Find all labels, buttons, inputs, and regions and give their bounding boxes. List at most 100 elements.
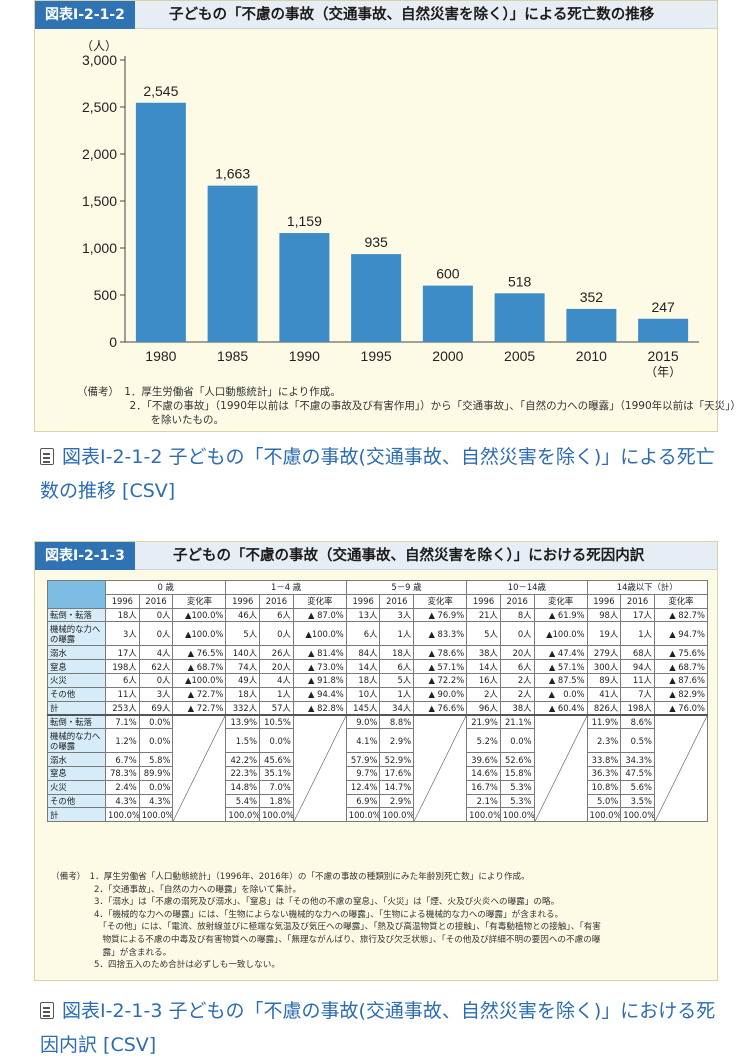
data-label: 2,545 [143,83,178,99]
column-subheader: 変化率 [533,593,588,609]
note-line: 物質による不慮の中毒及び有害物質への曝露」、「無理ながんばり、旅行及び欠乏状態」… [51,934,601,945]
table-cell: 78.3% [105,765,140,781]
table-cell: 20人 [259,659,294,674]
table-cell: ▲100.0% [292,621,347,647]
table-cell: ▲ 76.6% [413,700,468,716]
table-cell: 41人 [586,686,622,702]
table-cell: ▲ 78.6% [413,645,468,661]
table-cell: ▲ 68.7% [653,659,708,674]
row-label: 窒息 [47,765,106,781]
table-cell: 6人 [105,672,140,688]
table-cell: 14.6% [466,765,501,781]
table-cell: 26人 [259,645,294,661]
table-cell: 18人 [105,607,140,623]
diagonal-line [414,716,466,821]
table-cell: ▲ 57.1% [413,659,468,674]
bar-chart: 0 500 1,000 1,500 2,000 2,500 3,000（人） 2,545 198… [81,39,699,379]
table-cell: 89人 [586,672,622,688]
table-cell: 9.7% [345,765,381,781]
empty-change-cell [413,713,468,823]
table-cell: 62人 [138,659,174,674]
table-cell: 8.8% [379,713,415,730]
table-cell: 4人 [259,672,294,688]
x-axis-unit: （年） [645,365,681,379]
figure-header: 図表Ⅰ-2-1-3 子どもの「不慮の事故（交通事故、自然災害を除く）」における死… [35,542,717,570]
table-cell: 13.9% [225,713,261,730]
column-subheader: 2016 [620,593,655,609]
table-cell: 16.7% [466,779,501,795]
table-cell: 10.8% [586,779,622,795]
data-label: 518 [508,273,532,289]
figure-title: 子どもの「不慮の事故（交通事故、自然災害を除く）」による死亡数の推移 [169,7,655,23]
table-cell: 2人 [499,686,535,702]
diagonal-line [294,716,346,821]
table-cell: 3人 [138,686,174,702]
table-cell: 0.0% [138,728,174,754]
bar [422,285,473,342]
table-cell: 6人 [345,621,381,647]
figure-note: （備考） 1．厚生労働省「人口動態統計」により作成。 [77,386,341,398]
table-cell: 74人 [225,659,261,674]
table-cell: 100.0% [620,807,655,823]
bar [351,254,402,342]
column-subheader: 2016 [379,593,415,609]
table-cell: 52.9% [379,752,415,767]
table-cell: 35.1% [259,765,294,781]
table-cell: 52.6% [499,752,535,767]
table-cell: 1人 [620,621,655,647]
table-row: 火災 2.4% 0.0% 14.8% 7.0% 12.4% 14.7% 16.7% 5.3% 10… [47,779,708,795]
table-cell: 0人 [138,672,174,688]
table-cell: 198人 [105,659,140,674]
table-cell: ▲ 76.9% [413,607,468,623]
table-cell: ▲ 87.0% [292,607,347,623]
table-cell: 16人 [466,672,501,688]
table-row: 転倒・転落 18人 0人 ▲100.0% 46人 6人 ▲ 87.0% 13人 3人 ▲ 76.9… [47,607,708,623]
bar [638,318,689,342]
age-group-header: 0 歳 [104,580,227,595]
table-cell: 4.3% [105,793,140,809]
csv-link-text[interactable]: 図表Ⅰ-2-1-3 子どもの「不慮の事故(交通事故、自然災害を除く)」における死… [40,1000,716,1056]
age-group-header: 10－14歳 [466,580,588,595]
csv-link-figure1[interactable]: 図表Ⅰ-2-1-2 子どもの「不慮の事故(交通事故、自然災害を除く)」による死亡… [40,440,730,508]
figure-badge: 図表Ⅰ-2-1-3 [35,542,135,570]
table-cell: 7.0% [259,779,294,795]
table-cell: ▲ 82.9% [653,686,708,702]
figure-cause-breakdown: 図表Ⅰ-2-1-3 子どもの「不慮の事故（交通事故、自然災害を除く）」における死… [34,541,718,981]
table-cell: 14.8% [225,779,261,795]
table-cell: 1人 [379,686,415,702]
y-tick-label: 1,000 [82,240,117,256]
table-cell: 34人 [379,700,415,716]
table-cell: 145人 [345,700,381,716]
table-cell: 14.7% [379,779,415,795]
diagonal-line [655,716,707,821]
table-cell: ▲100.0% [172,607,227,623]
y-tick-label: 0 [109,334,117,350]
x-tick-label: 2010 [576,348,607,364]
column-subheader: 変化率 [653,593,708,609]
table-row: その他 4.3% 4.3% 5.4% 1.8% 6.9% 2.9% 2.1% 5.3% 5.0% 3… [47,793,708,809]
table-cell: 5.4% [225,793,261,809]
csv-link-text[interactable]: 図表Ⅰ-2-1-2 子どもの「不慮の事故(交通事故、自然災害を除く)」による死亡… [40,446,715,502]
bar [135,102,186,343]
csv-link-figure2[interactable]: 図表Ⅰ-2-1-3 子どもの「不慮の事故(交通事故、自然災害を除く)」における死… [40,994,730,1062]
table-cell: 332人 [225,700,261,716]
bar [566,308,617,342]
table-cell: 20人 [499,645,535,661]
table-cell: ▲ 82.7% [653,607,708,623]
note-line: 露」が含まれる。 [51,947,172,958]
table-cell: 5人 [379,672,415,688]
table-row: 機械的な力への曝露 3人 0人 ▲100.0% 5人 0人 ▲100.0% 6人 1人 ▲ 83.… [47,621,708,647]
table-cell: 21.1% [499,713,535,730]
table-cell: 5.3% [499,793,535,809]
table-cell: 5.2% [466,728,501,754]
table-cell: 5人 [466,621,501,647]
document-icon [40,1002,54,1019]
row-label: 機械的な力への曝露 [47,621,106,647]
table-cell: 38人 [466,645,501,661]
table-cell: ▲ 61.9% [533,607,588,623]
table-cell: 0.0% [499,728,535,754]
row-label: その他 [47,686,106,702]
table-cell: 89.9% [138,765,174,781]
table-cell: ▲ 94.7% [653,621,708,647]
column-subheader: 2016 [138,593,174,609]
